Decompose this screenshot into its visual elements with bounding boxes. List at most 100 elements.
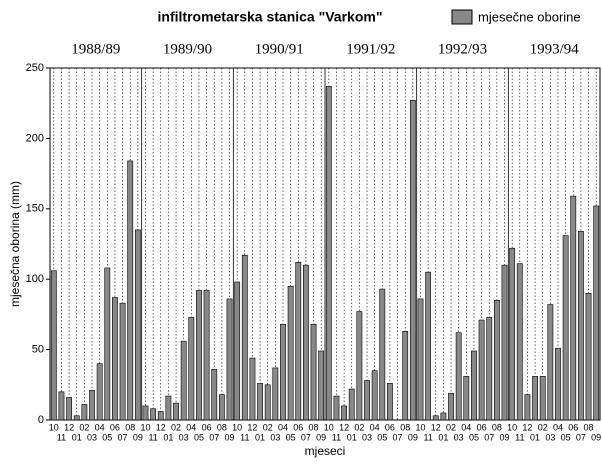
bar (570, 195, 577, 421)
bar (241, 254, 248, 421)
bar (234, 281, 241, 421)
period-label: 1991/92 (346, 41, 395, 57)
x-tick-label: 11 (423, 432, 432, 442)
x-tick-label: 04 (186, 422, 196, 432)
bar (318, 350, 325, 421)
bar (417, 298, 424, 421)
bar (203, 290, 210, 421)
bar (348, 388, 355, 421)
x-tick-label: 04 (553, 422, 563, 432)
bar (188, 316, 195, 421)
x-tick-label: 09 (591, 432, 601, 442)
x-tick-label: 02 (538, 422, 548, 432)
bar (180, 340, 187, 421)
x-tick-label: 08 (584, 422, 594, 432)
x-tick-label: 10 (415, 422, 425, 432)
x-tick-label: 12 (64, 422, 74, 432)
x-tick-label: 11 (515, 432, 524, 442)
period-label: 1993/94 (530, 41, 580, 57)
x-tick-label: 03 (454, 432, 464, 442)
bar (425, 271, 432, 421)
y-tick-label: 200 (26, 132, 44, 144)
x-tick-label: 04 (370, 422, 380, 432)
x-tick-label: 02 (171, 422, 181, 432)
bar (532, 376, 538, 421)
bar (218, 394, 225, 421)
bar (295, 262, 302, 421)
bar (555, 347, 561, 421)
legend-label: mjesečne oborine (478, 9, 581, 24)
bar (547, 304, 554, 421)
bar (455, 332, 462, 421)
x-tick-label: 07 (301, 432, 311, 442)
x-tick-label: 05 (377, 432, 387, 442)
x-tick-label: 10 (507, 422, 517, 432)
bar (516, 263, 523, 421)
bar (226, 298, 233, 421)
y-axis-label: mjesečna oborina (mm) (8, 181, 22, 307)
bar (509, 247, 516, 421)
x-tick-label: 03 (179, 432, 189, 442)
x-tick-label: 08 (400, 422, 410, 432)
y-tick-label: 150 (26, 203, 44, 215)
x-tick-label: 11 (240, 432, 249, 442)
x-tick-label: 05 (194, 432, 204, 442)
bar (211, 369, 218, 421)
bar (356, 311, 363, 421)
x-tick-label: 07 (484, 432, 494, 442)
bar (173, 402, 179, 421)
bar (257, 383, 263, 421)
x-tick-label: 07 (118, 432, 128, 442)
bar (501, 264, 508, 421)
x-tick-label: 01 (163, 432, 173, 442)
bar (486, 316, 493, 421)
x-tick-label: 06 (385, 422, 395, 432)
x-tick-label: 04 (461, 422, 471, 432)
legend-swatch (451, 9, 473, 25)
x-tick-label: 10 (140, 422, 150, 432)
x-tick-label: 02 (79, 422, 89, 432)
bar (379, 288, 386, 421)
x-tick-label: 08 (309, 422, 319, 432)
x-tick-label: 08 (492, 422, 502, 432)
x-tick-label: 11 (148, 432, 157, 442)
x-tick-label: 09 (133, 432, 143, 442)
x-tick-label: 11 (332, 432, 341, 442)
bar (66, 397, 72, 421)
bar (325, 86, 332, 421)
bar (104, 267, 111, 421)
x-tick-label: 03 (362, 432, 372, 442)
chart-title: infiltrometarska stanica "Varkom" (158, 9, 383, 25)
bar (272, 367, 279, 421)
bar (127, 160, 134, 421)
period-label: 1988/89 (71, 41, 120, 57)
bar (409, 100, 416, 421)
x-tick-label: 05 (286, 432, 296, 442)
bar (585, 292, 592, 421)
bar (96, 363, 103, 421)
bar (142, 405, 149, 421)
y-tick-label: 0 (38, 414, 44, 426)
period-label: 1990/91 (255, 41, 304, 57)
bar (364, 380, 370, 421)
bar (448, 392, 454, 421)
x-tick-label: 12 (431, 422, 441, 432)
bar (539, 376, 546, 421)
bar (249, 357, 256, 421)
bar (440, 412, 447, 421)
x-tick-label: 10 (232, 422, 242, 432)
bar (73, 415, 80, 421)
x-tick-label: 06 (477, 422, 487, 432)
x-tick-label: 04 (278, 422, 288, 432)
bar (280, 323, 286, 421)
x-tick-label: 06 (202, 422, 212, 432)
x-tick-label: 08 (125, 422, 135, 432)
x-tick-label: 09 (500, 432, 510, 442)
x-tick-label: 01 (72, 432, 82, 442)
x-tick-label: 10 (49, 422, 59, 432)
x-tick-label: 01 (347, 432, 357, 442)
bar (196, 290, 202, 421)
x-tick-label: 08 (217, 422, 227, 432)
bar (165, 395, 172, 421)
bar (150, 408, 157, 421)
